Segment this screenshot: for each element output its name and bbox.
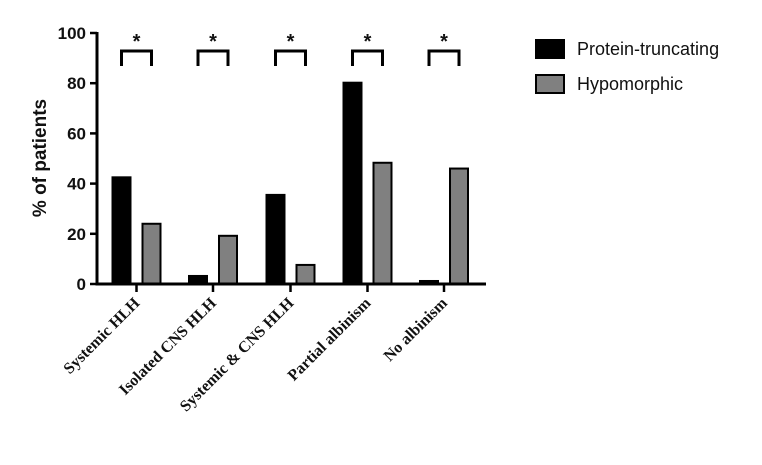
- significance-bracket: [120, 49, 153, 66]
- legend-swatch: [535, 74, 565, 94]
- significance-star: *: [209, 31, 217, 53]
- y-axis-ticks: 0 20 40 60 80 100: [58, 24, 97, 294]
- x-tick-label: No albinism: [381, 294, 452, 365]
- bar-hypomorphic-2: [295, 263, 316, 286]
- y-tick-label: 40: [67, 175, 86, 194]
- significance-star: *: [287, 31, 295, 53]
- legend-label: Hypomorphic: [577, 74, 683, 94]
- legend-swatch: [535, 39, 565, 59]
- bar-hypomorphic-4: [449, 167, 469, 285]
- significance-bracket: [274, 49, 307, 66]
- y-tick-label: 0: [77, 275, 86, 294]
- x-tick-label: Systemic HLH: [61, 294, 144, 377]
- significance-markers: * * * * *: [120, 31, 461, 66]
- bar-hypomorphic-0: [141, 222, 162, 285]
- significance-star: *: [440, 31, 448, 53]
- y-tick-label: 60: [67, 124, 86, 143]
- significance-bracket: [351, 49, 384, 66]
- bars: [111, 81, 469, 286]
- significance-bracket: [427, 49, 461, 66]
- legend-label: Protein-truncating: [577, 39, 719, 59]
- bar-protein-truncating-3: [342, 81, 363, 285]
- significance-star: *: [133, 31, 141, 53]
- y-tick-label: 20: [67, 225, 86, 244]
- y-axis-title: % of patients: [30, 99, 51, 217]
- bar-hypomorphic-3: [372, 161, 393, 285]
- bar-protein-truncating-0: [111, 176, 132, 285]
- significance-bracket: [196, 49, 230, 66]
- y-tick-label: 100: [58, 24, 86, 43]
- bar-hypomorphic-1: [218, 234, 238, 285]
- x-tick-label: Partial albinism: [285, 294, 375, 384]
- bar-protein-truncating-2: [265, 193, 286, 286]
- legend: Protein-truncating Hypomorphic: [535, 39, 719, 94]
- y-tick-label: 80: [67, 74, 86, 93]
- significance-star: *: [364, 31, 372, 53]
